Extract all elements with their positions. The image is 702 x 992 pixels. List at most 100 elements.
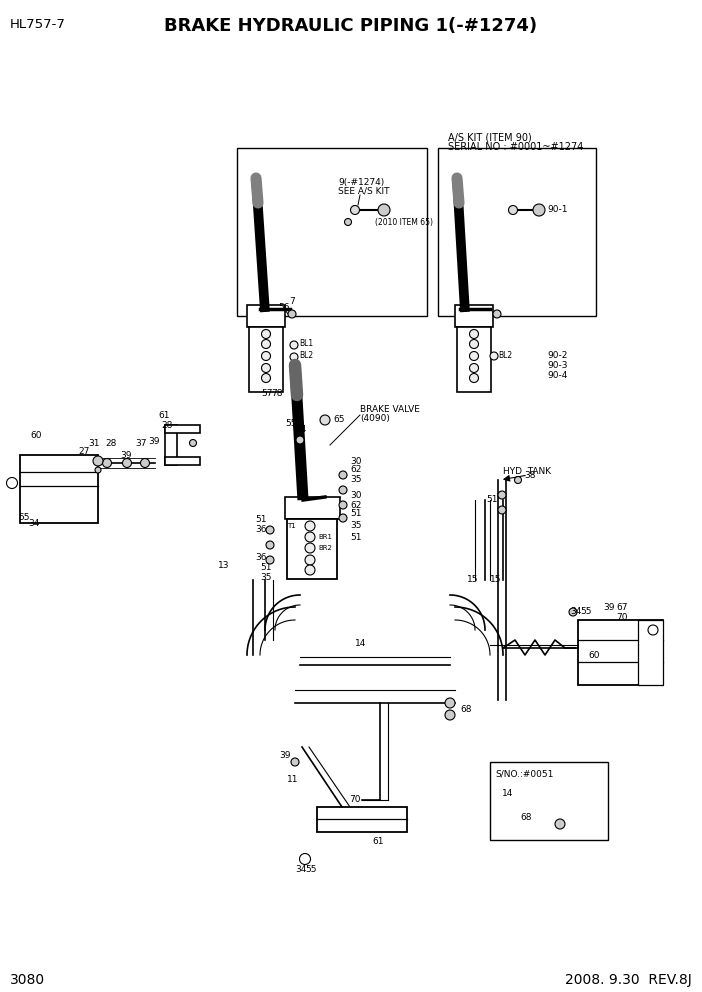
Bar [285, 497, 340, 519]
Text: 55: 55 [305, 864, 317, 874]
Text: 68: 68 [520, 812, 531, 821]
Text: 90-2: 90-2 [547, 350, 567, 359]
Text: 2008. 9.30  REV.8J: 2008. 9.30 REV.8J [565, 973, 692, 987]
Text: 35: 35 [260, 573, 272, 582]
Text: 51: 51 [350, 510, 362, 519]
Circle shape [320, 415, 330, 425]
Text: 90-4: 90-4 [547, 370, 567, 380]
Text: 35: 35 [350, 474, 362, 483]
Text: 55: 55 [18, 513, 29, 522]
Text: 65: 65 [333, 416, 345, 425]
Bar [490, 762, 608, 840]
Text: 34: 34 [28, 519, 39, 528]
Text: 39: 39 [279, 751, 291, 760]
Circle shape [339, 514, 347, 522]
Circle shape [6, 477, 18, 488]
Text: 68: 68 [460, 705, 472, 714]
Text: 30: 30 [350, 456, 362, 465]
Circle shape [339, 486, 347, 494]
Text: 70: 70 [616, 613, 628, 623]
Text: 14: 14 [502, 790, 513, 799]
Text: HYD  TANK: HYD TANK [503, 467, 551, 476]
Bar [438, 148, 596, 316]
Text: A/S KIT (ITEM 90): A/S KIT (ITEM 90) [448, 133, 531, 143]
Circle shape [296, 436, 304, 444]
Circle shape [569, 608, 577, 616]
Text: 56: 56 [278, 303, 289, 311]
Circle shape [470, 339, 479, 348]
Circle shape [470, 329, 479, 338]
Text: 7: 7 [289, 298, 295, 307]
Circle shape [262, 329, 270, 338]
Circle shape [123, 458, 131, 467]
Bar [165, 457, 200, 465]
Bar [247, 305, 285, 327]
Text: 34: 34 [295, 426, 306, 434]
Text: 30: 30 [350, 491, 362, 501]
Circle shape [290, 353, 298, 361]
Circle shape [508, 205, 517, 214]
Text: 34: 34 [295, 864, 306, 874]
Bar [578, 620, 663, 685]
Text: HL757-7: HL757-7 [10, 18, 66, 31]
Bar [249, 327, 283, 392]
Bar [455, 305, 493, 327]
Text: 39: 39 [148, 436, 159, 445]
Text: S/NO.:#0051: S/NO.:#0051 [495, 770, 553, 779]
Text: 55: 55 [580, 607, 592, 616]
Circle shape [266, 541, 274, 549]
Text: 51: 51 [486, 495, 498, 505]
Circle shape [305, 521, 315, 531]
Text: 34: 34 [570, 607, 581, 616]
Text: 51: 51 [255, 515, 267, 524]
Circle shape [262, 351, 270, 360]
Circle shape [445, 710, 455, 720]
Circle shape [493, 310, 501, 318]
Text: 11: 11 [287, 775, 298, 784]
Circle shape [262, 374, 270, 383]
Text: 70: 70 [349, 795, 361, 804]
Bar [237, 148, 427, 316]
Circle shape [262, 363, 270, 373]
Text: 35: 35 [350, 521, 362, 530]
Text: SEE A/S KIT: SEE A/S KIT [338, 186, 390, 195]
Circle shape [470, 351, 479, 360]
Circle shape [95, 467, 101, 473]
Circle shape [290, 341, 298, 349]
Text: (4090): (4090) [360, 415, 390, 424]
Text: BRAKE VALVE: BRAKE VALVE [360, 406, 420, 415]
Bar [457, 327, 491, 392]
Circle shape [266, 526, 274, 534]
Circle shape [470, 363, 479, 373]
Circle shape [102, 458, 112, 467]
Text: SERIAL NO : #0001~#1274: SERIAL NO : #0001~#1274 [448, 142, 583, 152]
Text: 31: 31 [88, 439, 100, 448]
Circle shape [305, 555, 315, 565]
Circle shape [378, 204, 390, 216]
Bar [20, 455, 98, 523]
Circle shape [305, 543, 315, 553]
Text: 60: 60 [588, 651, 600, 660]
Circle shape [445, 698, 455, 708]
Circle shape [490, 352, 498, 360]
Text: 90-3: 90-3 [547, 360, 567, 369]
Text: 39: 39 [120, 450, 131, 459]
Text: 27: 27 [78, 447, 89, 456]
Text: 3080: 3080 [10, 973, 45, 987]
Text: 28: 28 [105, 439, 117, 448]
Circle shape [533, 204, 545, 216]
Text: BL1: BL1 [299, 339, 313, 348]
Circle shape [140, 458, 150, 467]
Text: 39: 39 [603, 603, 614, 612]
Text: 28: 28 [161, 421, 173, 430]
Text: 67: 67 [616, 603, 628, 612]
Text: 14: 14 [355, 639, 366, 648]
Circle shape [262, 339, 270, 348]
Circle shape [190, 439, 197, 446]
Text: 61: 61 [372, 837, 383, 846]
Circle shape [288, 310, 296, 318]
Bar [165, 425, 177, 465]
Text: BL2: BL2 [299, 351, 313, 360]
Circle shape [648, 625, 658, 635]
Text: T1: T1 [287, 523, 296, 529]
